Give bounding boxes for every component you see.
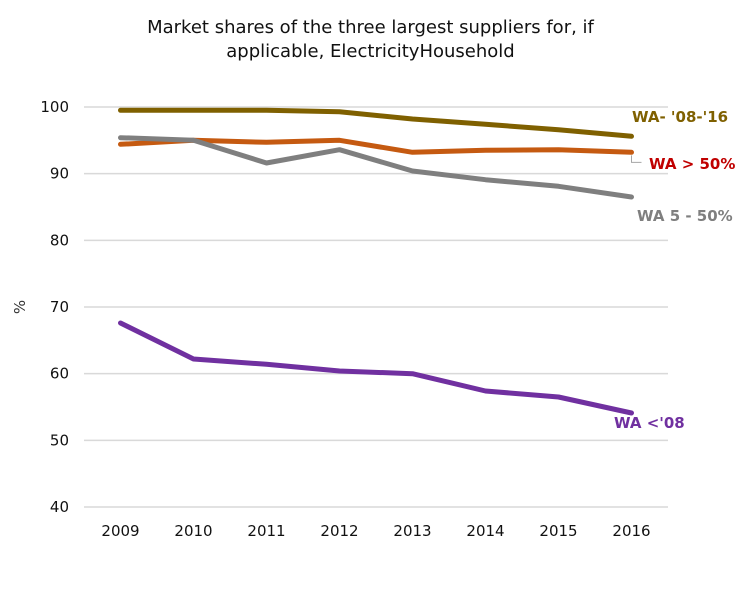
y-tick-label: 70 — [50, 298, 69, 316]
series-label-2: WA 5 - 50% — [637, 207, 733, 225]
gridlines — [84, 106, 668, 508]
x-tick-label: 2009 — [101, 522, 139, 540]
y-tick-label: 40 — [50, 498, 69, 516]
y-tick-label: 50 — [50, 431, 69, 449]
x-axis-tick-labels: 2009 2010 2011 2012 2013 2014 2015 2016 — [101, 522, 650, 540]
series-label-3: WA <'08 — [614, 414, 685, 432]
series-line-3 — [118, 320, 634, 416]
series-line-1 — [118, 137, 634, 155]
chart-title: Market shares of the three largest suppl… — [0, 16, 741, 64]
y-tick-label: 100 — [40, 98, 69, 116]
y-tick-label: 60 — [50, 365, 69, 383]
y-axis-tick-labels: 40 50 60 70 80 90 100 — [40, 98, 69, 516]
y-tick-label: 80 — [50, 231, 69, 249]
y-axis-label: % — [11, 300, 29, 314]
x-tick-label: 2015 — [539, 522, 577, 540]
x-tick-label: 2014 — [466, 522, 504, 540]
y-tick-label: 90 — [50, 165, 69, 183]
label-leader-line — [631, 155, 642, 163]
x-tick-label: 2012 — [320, 522, 358, 540]
series-line-0 — [118, 107, 634, 139]
series-line-2 — [118, 135, 634, 200]
series-label-0: WA- '08-'16 — [632, 108, 728, 126]
x-tick-label: 2013 — [393, 522, 431, 540]
x-tick-label: 2016 — [612, 522, 650, 540]
chart-title-line-2: applicable, ElectricityHousehold — [226, 41, 515, 62]
series-label-1: WA > 50% — [649, 155, 735, 173]
x-tick-label: 2011 — [247, 522, 285, 540]
x-tick-label: 2010 — [174, 522, 212, 540]
series-lines — [118, 107, 634, 416]
series-labels: WA- '08-'16 WA > 50% WA 5 - 50% WA <'08 — [614, 108, 735, 432]
chart-title-line-1: Market shares of the three largest suppl… — [147, 17, 594, 38]
